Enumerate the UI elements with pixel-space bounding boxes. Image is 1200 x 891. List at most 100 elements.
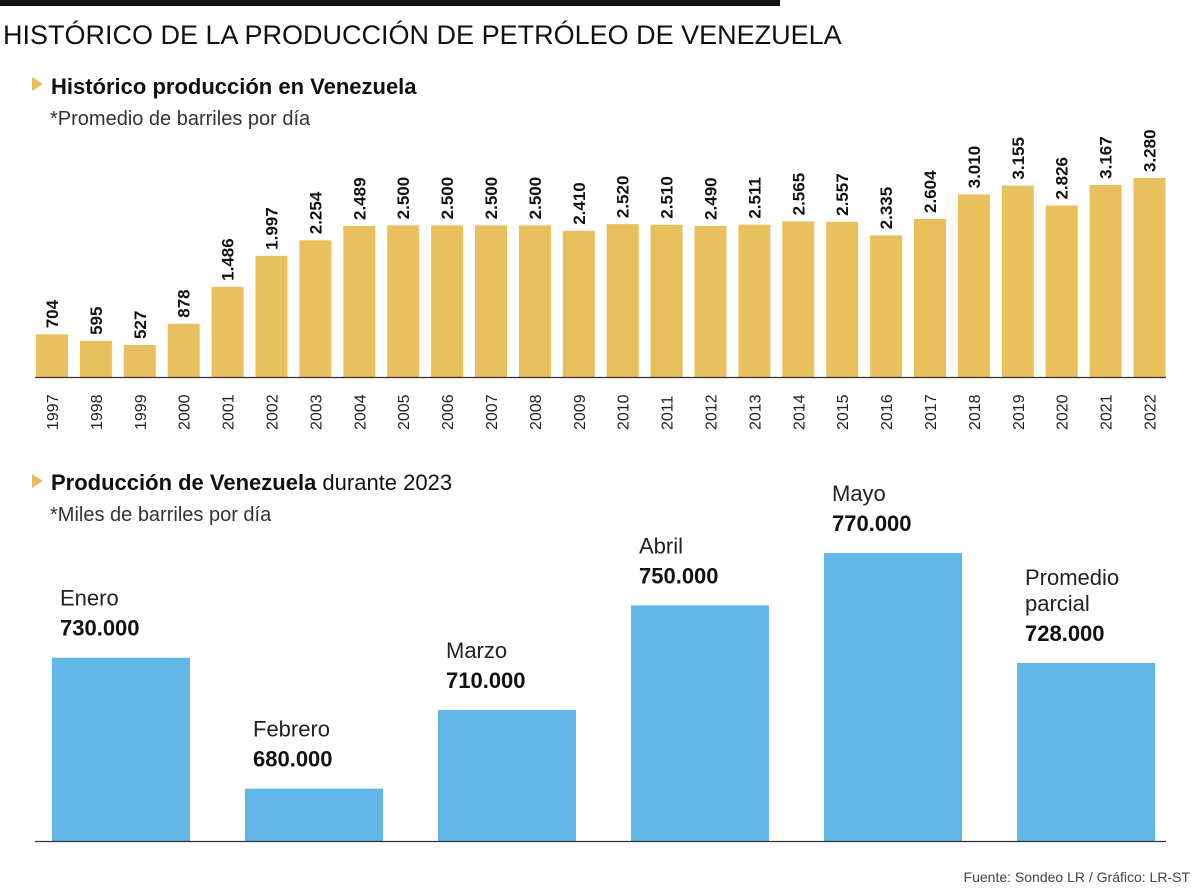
month-label: Promedio: [1025, 565, 1119, 590]
year-tick-label: 2016: [879, 394, 896, 430]
value-label: 770.000: [832, 511, 912, 536]
bar-2015: [826, 221, 859, 377]
value-label: 2.500: [394, 177, 413, 220]
value-label: 2.335: [877, 187, 896, 230]
value-label: 2.489: [350, 177, 369, 220]
year-tick-label: 2013: [747, 394, 764, 430]
year-tick-label: 2007: [484, 394, 501, 430]
month-label: Abril: [639, 533, 683, 558]
value-label: 527: [131, 311, 150, 339]
year-tick-label: 2010: [616, 394, 633, 430]
value-label: 710.000: [446, 668, 526, 693]
bar-2019: [1001, 185, 1034, 377]
value-label: 2.254: [306, 191, 325, 234]
value-label: 2.500: [438, 177, 457, 220]
year-tick-label: 1999: [133, 394, 150, 430]
year-tick-label: 2015: [835, 394, 852, 430]
year-tick-label: 2014: [791, 394, 808, 430]
chart1-plot: 704 1997 595 1998 527 1999 878 2000 1.486 2001 1.9…: [36, 129, 1166, 430]
value-label: 3.280: [1141, 129, 1160, 172]
chart1-title: Histórico producción en Venezuela: [51, 74, 417, 99]
bar-febrero: [245, 788, 383, 841]
bar-2004: [343, 225, 376, 377]
main-title: HISTÓRICO DE LA PRODUCCIÓN DE PETRÓLEO D…: [3, 19, 842, 50]
year-tick-label: 2019: [1011, 394, 1028, 430]
value-label: 2.604: [921, 170, 940, 213]
year-tick-label: 2001: [221, 394, 238, 430]
value-label: 2.826: [1053, 157, 1072, 200]
value-label: 3.167: [1097, 136, 1116, 179]
chart2-title: Producción de Venezuela durante 2023: [51, 470, 452, 495]
bar-2000: [167, 323, 200, 377]
bar-2010: [606, 224, 639, 377]
bar-1999: [123, 345, 156, 377]
year-tick-label: 2004: [352, 394, 369, 430]
value-label: 1.997: [263, 207, 282, 250]
value-label: 1.486: [219, 238, 238, 281]
source-note: Fuente: Sondeo LR / Gráfico: LR-ST: [964, 869, 1191, 885]
value-label: 878: [175, 289, 194, 317]
bar-enero: [52, 657, 190, 841]
bar-2009: [562, 230, 595, 377]
year-tick-label: 2020: [1055, 394, 1072, 430]
bar-1998: [79, 340, 112, 377]
year-tick-label: 2009: [572, 394, 589, 430]
value-label: 2.557: [833, 173, 852, 216]
bar-2020: [1045, 205, 1078, 377]
top-rule: [0, 0, 780, 6]
year-tick-label: 2021: [1099, 394, 1116, 430]
value-label: 3.010: [965, 146, 984, 189]
year-tick-label: 1998: [89, 394, 106, 430]
bar-2003: [299, 240, 332, 377]
month-label: Marzo: [446, 638, 507, 663]
value-label: 2.500: [482, 177, 501, 220]
month-label: parcial: [1025, 591, 1090, 616]
bar-2005: [387, 225, 420, 377]
value-label: 3.155: [1009, 137, 1028, 180]
bar-2021: [1089, 184, 1122, 377]
bar-2001: [211, 286, 244, 377]
value-label: 595: [87, 307, 106, 335]
year-tick-label: 2008: [528, 394, 545, 430]
bar-2018: [957, 194, 990, 377]
year-tick-label: 2006: [440, 394, 457, 430]
bar-mayo: [824, 553, 962, 841]
value-label: 704: [43, 299, 62, 328]
value-label: 730.000: [60, 616, 140, 641]
bar-2013: [738, 224, 771, 377]
bar-2008: [518, 225, 551, 377]
bar-2007: [475, 225, 507, 377]
year-tick-label: 2003: [308, 394, 325, 430]
year-tick-label: 2005: [396, 394, 413, 430]
year-tick-label: 2012: [704, 394, 721, 430]
month-label: Enero: [60, 586, 119, 611]
year-tick-label: 2022: [1143, 394, 1160, 430]
triangle-marker-icon: [32, 474, 43, 488]
triangle-marker-icon: [32, 77, 43, 91]
bar-2002: [255, 255, 288, 377]
bar-2014: [782, 221, 815, 377]
value-label: 2.490: [702, 177, 721, 220]
bar-marzo: [438, 710, 576, 841]
value-label: 2.565: [789, 173, 808, 216]
year-tick-label: 2017: [923, 394, 940, 430]
bar-2006: [431, 225, 464, 377]
year-tick-label: 2000: [177, 394, 194, 430]
bar-2012: [694, 225, 727, 377]
bar-abril: [631, 605, 769, 841]
year-tick-label: 2018: [967, 394, 984, 430]
month-label: Febrero: [253, 717, 330, 742]
chart2-subtitle: *Miles de barriles por día: [50, 504, 272, 526]
bar-promedio-parcial: [1017, 662, 1155, 841]
bar-2022: [1133, 178, 1166, 377]
bar-2011: [650, 224, 683, 377]
value-label: 2.510: [658, 176, 677, 219]
value-label: 2.511: [745, 177, 764, 219]
value-label: 2.520: [614, 176, 633, 219]
bar-1997: [36, 334, 68, 377]
bar-2016: [870, 235, 903, 377]
value-label: 2.500: [526, 177, 545, 220]
month-label: Mayo: [832, 481, 886, 506]
chart1-subtitle: *Promedio de barriles por día: [50, 108, 311, 130]
